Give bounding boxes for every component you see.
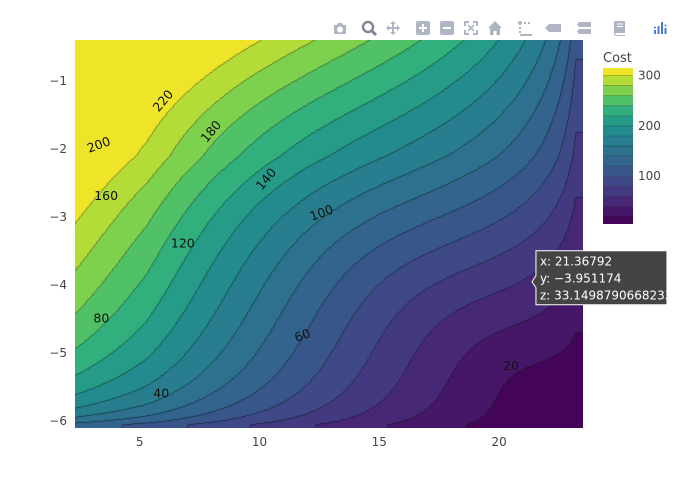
book-button[interactable] bbox=[610, 19, 628, 37]
autoscale-icon bbox=[464, 21, 478, 35]
colorbar-band bbox=[603, 166, 633, 177]
y-tick-label: −5 bbox=[49, 346, 67, 360]
contour-label: 20 bbox=[503, 358, 519, 373]
x-tick-label: 15 bbox=[372, 435, 387, 449]
home-icon bbox=[488, 21, 502, 35]
colorbar-band bbox=[603, 95, 633, 106]
x-tick-label: 20 bbox=[491, 435, 506, 449]
plotly-logo-icon bbox=[654, 22, 667, 34]
y-tick-label: −4 bbox=[49, 278, 67, 292]
colorbar-band bbox=[603, 156, 633, 167]
colorbar-band bbox=[603, 206, 633, 217]
hover-box bbox=[531, 250, 668, 306]
hover-z-value: z: 33.1498790668233 bbox=[540, 289, 673, 303]
zoom-out-button[interactable] bbox=[438, 19, 456, 37]
pan-icon bbox=[386, 21, 400, 35]
x-tick-label: 5 bbox=[136, 435, 144, 449]
zoom-icon bbox=[361, 20, 377, 36]
hover-closest-icon bbox=[545, 24, 561, 32]
zoom-out-icon bbox=[440, 21, 454, 35]
plotly-logo-button[interactable] bbox=[652, 19, 670, 37]
camera-icon bbox=[334, 23, 346, 34]
colorbar-band bbox=[603, 135, 633, 146]
zoom-in-button[interactable] bbox=[414, 19, 432, 37]
colorbar-band bbox=[603, 115, 633, 126]
colorbar-tick-label: 300 bbox=[638, 69, 661, 83]
colorbar-tick-label: 200 bbox=[638, 119, 661, 133]
colorbar-band bbox=[603, 216, 633, 224]
home-button[interactable] bbox=[486, 19, 504, 37]
colorbar-band bbox=[603, 176, 633, 187]
hover-compare-icon bbox=[577, 22, 591, 34]
colorbar-band bbox=[603, 68, 633, 76]
book-icon bbox=[614, 21, 625, 36]
colorbar bbox=[603, 68, 633, 224]
colorbar-band bbox=[603, 146, 633, 157]
contour-label: 60 bbox=[292, 325, 312, 345]
hover-tooltip: x: 21.36792 y: −3.951174 z: 33.14987906682… bbox=[531, 250, 673, 306]
hover-x-value: x: 21.36792 bbox=[540, 255, 612, 269]
camera-button[interactable] bbox=[330, 19, 348, 37]
colorbar-band bbox=[603, 125, 633, 136]
colorbar-band bbox=[603, 186, 633, 197]
hover-closest-button[interactable] bbox=[540, 19, 566, 37]
colorbar-band bbox=[603, 196, 633, 207]
spikelines-button[interactable] bbox=[516, 19, 534, 37]
hover-compare-button[interactable] bbox=[572, 19, 598, 37]
y-tick-label: −2 bbox=[49, 142, 67, 156]
x-tick-label: 10 bbox=[252, 435, 267, 449]
spikelines-icon bbox=[518, 21, 532, 36]
y-tick-label: −3 bbox=[49, 210, 67, 224]
colorbar-band bbox=[603, 105, 633, 116]
colorbar-title: Cost bbox=[603, 51, 632, 66]
hover-y-value: y: −3.951174 bbox=[540, 272, 621, 286]
colorbar-tick-label: 100 bbox=[638, 169, 661, 183]
zoom-in-icon bbox=[416, 21, 430, 35]
modebar bbox=[330, 16, 676, 40]
contour-label: 80 bbox=[93, 311, 109, 326]
contour-label: 120 bbox=[171, 236, 195, 251]
autoscale-button[interactable] bbox=[462, 19, 480, 37]
colorbar-band bbox=[603, 75, 633, 86]
contour-label: 160 bbox=[94, 188, 118, 203]
zoom-button[interactable] bbox=[360, 19, 378, 37]
colorbar-band bbox=[603, 85, 633, 96]
contour-label: 40 bbox=[153, 385, 169, 400]
y-tick-label: −1 bbox=[49, 74, 67, 88]
y-tick-label: −6 bbox=[49, 414, 67, 428]
contour-fill bbox=[75, 40, 583, 428]
pan-button[interactable] bbox=[384, 19, 402, 37]
